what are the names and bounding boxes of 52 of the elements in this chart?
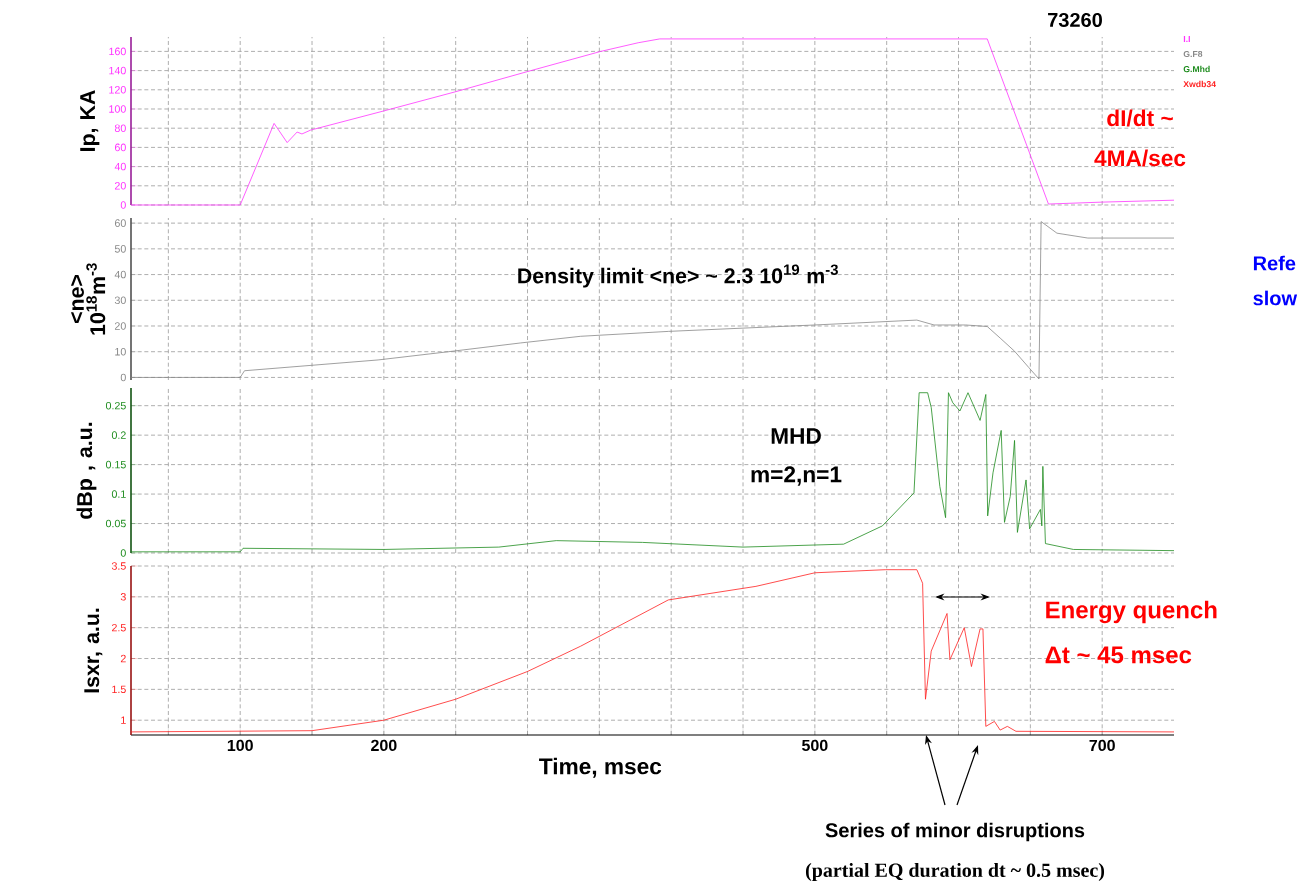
y-tick-label: 40 (114, 270, 126, 279)
y-tick-label: 3 (120, 593, 126, 601)
annotation: dI/dt ~ (1107, 109, 1173, 127)
annotation: Δt ~ 45 msec (1045, 646, 1192, 664)
y-axis-title: dBp , a.u. (76, 422, 97, 519)
y-tick-label: 20 (114, 322, 126, 330)
text: I.I (1183, 36, 1190, 42)
y-tick-label: 0.1 (111, 490, 126, 498)
y-tick-label: 0.2 (111, 431, 126, 439)
y-tick-label: 40 (114, 162, 126, 171)
text: slow (1253, 290, 1298, 306)
y-tick-label: 60 (114, 219, 126, 227)
text: G.F8 (1183, 50, 1203, 58)
y-tick-label: 2.5 (112, 623, 126, 632)
y-tick-label: 0.25 (105, 401, 126, 410)
y-tick-label: 140 (109, 66, 126, 75)
text: G.Mhd (1183, 65, 1210, 73)
y-tick-label: 3.5 (111, 562, 126, 570)
y-tick-label: 1 (121, 716, 126, 724)
annotation: MHD (771, 428, 821, 444)
chart-title: 73260 (1048, 12, 1102, 28)
y-tick-label: 1.5 (112, 685, 126, 694)
y-tick-label: 0 (120, 201, 126, 209)
text: (partial EQ duration dt ~ 0.5 msec) (805, 862, 1105, 882)
y-tick-label: 60 (114, 143, 126, 152)
y-tick-label: 0.05 (105, 519, 126, 528)
x-tick-label: 500 (802, 739, 828, 752)
y-tick-label: 0 (120, 549, 126, 557)
text: Refe (1253, 255, 1296, 271)
annotation: Energy quench (1046, 600, 1217, 624)
annotation: 4MA/sec (1094, 149, 1186, 167)
y-tick-label: 20 (114, 182, 126, 190)
text: Series of minor disruptions (825, 822, 1085, 842)
x-tick-label: 100 (227, 739, 253, 752)
y-tick-label: 120 (109, 86, 126, 94)
y-tick-label: 50 (114, 245, 126, 253)
y-axis-title: Isxr, a.u. (84, 608, 103, 693)
x-tick-label: 200 (371, 739, 397, 752)
x-axis-title: Time, msec (539, 757, 662, 778)
y-tick-label: 80 (114, 124, 126, 132)
annotation: m=2,n=1 (751, 466, 842, 486)
y-tick-label: 2 (120, 654, 126, 663)
y-axis-title: Ip, KA (80, 90, 100, 151)
text: Xwdb34 (1183, 80, 1216, 88)
annotation: Density limit <ne> ~ 2.3 10$^{19}$ m$^{-3}$ (518, 264, 838, 288)
y-tick-label: 100 (109, 105, 126, 113)
y-tick-label: 30 (114, 296, 126, 305)
y-tick-label: 160 (109, 47, 126, 56)
y-tick-label: 0.15 (105, 460, 126, 469)
y-tick-label: 0 (120, 373, 126, 382)
y-tick-label: 10 (115, 347, 126, 356)
x-tick-label: 700 (1089, 739, 1115, 752)
